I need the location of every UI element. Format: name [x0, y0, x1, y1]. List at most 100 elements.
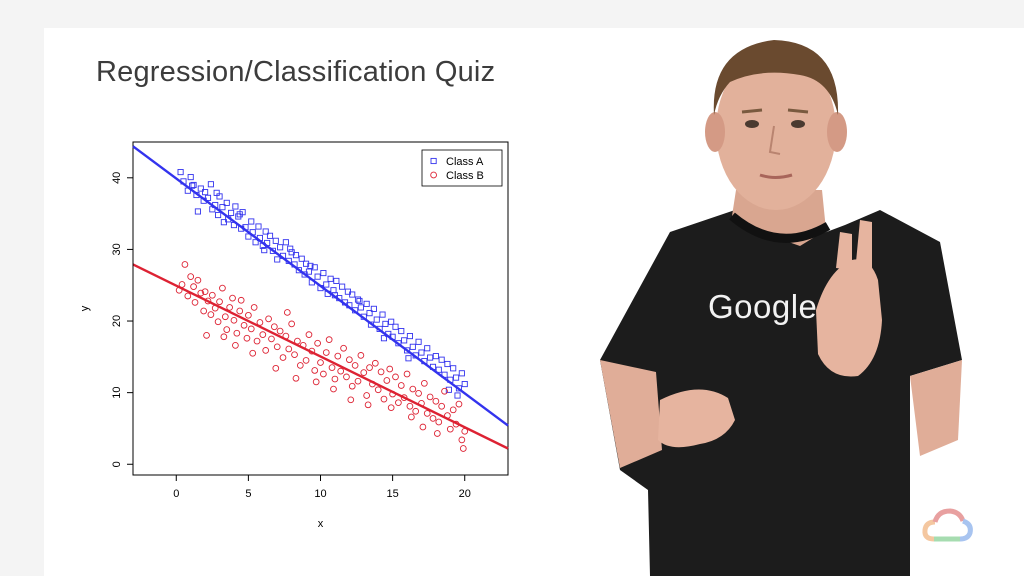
- google-cloud-logo-icon: [920, 505, 974, 549]
- data-point: [248, 326, 254, 332]
- data-point: [318, 360, 324, 366]
- data-point: [406, 356, 411, 361]
- x-axis-label: x: [318, 518, 324, 530]
- data-point: [460, 446, 466, 452]
- data-point: [387, 366, 393, 372]
- regression-line: [133, 264, 508, 448]
- shirt-google-text: Google: [708, 288, 817, 326]
- data-point: [278, 245, 283, 250]
- data-point: [428, 355, 433, 360]
- data-point: [380, 312, 385, 317]
- data-point: [453, 375, 458, 380]
- data-point: [381, 396, 387, 402]
- data-point: [297, 363, 303, 369]
- data-point: [289, 321, 295, 327]
- plot-frame: [133, 142, 508, 475]
- data-point: [329, 365, 335, 371]
- data-point: [348, 397, 354, 403]
- x-tick-label: 0: [173, 488, 179, 500]
- y-tick-label: 10: [111, 387, 123, 399]
- data-point: [404, 371, 410, 377]
- data-point: [230, 295, 236, 301]
- data-point: [283, 240, 288, 245]
- data-point: [352, 363, 358, 369]
- data-point: [374, 317, 379, 322]
- data-point: [251, 305, 257, 311]
- data-point: [256, 224, 261, 229]
- data-point: [338, 368, 344, 374]
- data-point: [326, 337, 332, 343]
- data-point: [179, 282, 185, 288]
- data-point: [303, 358, 309, 364]
- chart-legend: Class A Class B: [422, 150, 502, 186]
- data-point: [341, 345, 347, 351]
- data-point: [271, 324, 277, 330]
- data-point: [459, 371, 464, 376]
- legend-label: Class B: [446, 170, 484, 182]
- data-point: [416, 339, 421, 344]
- data-point: [344, 374, 350, 380]
- data-point: [266, 316, 272, 322]
- data-point: [208, 182, 213, 187]
- data-point: [410, 344, 415, 349]
- y-tick-label: 40: [111, 172, 123, 184]
- data-point: [204, 332, 210, 338]
- data-point: [288, 246, 293, 251]
- data-point: [195, 209, 200, 214]
- data-point: [293, 375, 299, 381]
- data-point: [346, 357, 352, 363]
- data-point: [340, 284, 345, 289]
- data-point: [234, 330, 240, 336]
- data-point: [424, 411, 430, 417]
- data-point: [402, 338, 407, 343]
- data-point: [244, 335, 250, 341]
- data-point: [372, 360, 378, 366]
- data-point: [249, 219, 254, 224]
- data-point: [237, 308, 243, 314]
- legend-label: Class A: [446, 156, 484, 168]
- regression-lines: [133, 146, 508, 448]
- data-point: [425, 346, 430, 351]
- data-point: [284, 310, 290, 316]
- data-point: [263, 347, 269, 353]
- y-tick-label: 0: [111, 461, 123, 467]
- x-tick-label: 20: [459, 488, 471, 500]
- data-point: [241, 322, 247, 328]
- data-point: [393, 324, 398, 329]
- data-point: [221, 334, 227, 340]
- data-point: [306, 332, 312, 338]
- data-point: [321, 270, 326, 275]
- data-point: [413, 408, 419, 414]
- data-point: [358, 353, 364, 359]
- data-point: [419, 350, 424, 355]
- data-point: [292, 352, 298, 358]
- data-point: [178, 169, 183, 174]
- data-point: [436, 419, 442, 425]
- data-point: [407, 333, 412, 338]
- data-point: [277, 328, 283, 334]
- data-point: [367, 365, 373, 371]
- data-point: [280, 355, 286, 361]
- data-point: [323, 350, 329, 356]
- data-point: [231, 317, 237, 323]
- data-point: [273, 238, 278, 243]
- data-point: [313, 379, 319, 385]
- data-point: [433, 354, 438, 359]
- data-point: [320, 371, 326, 377]
- y-axis-label: y: [79, 305, 91, 311]
- data-point: [228, 210, 233, 215]
- data-point: [283, 333, 289, 339]
- data-point: [269, 336, 275, 342]
- data-point: [257, 320, 263, 326]
- x-tick-label: 10: [314, 488, 326, 500]
- data-point: [430, 416, 436, 422]
- data-point: [455, 393, 460, 398]
- data-point: [378, 369, 384, 375]
- data-point: [192, 300, 198, 306]
- data-point: [209, 292, 215, 298]
- data-point: [250, 350, 256, 356]
- data-point: [215, 319, 221, 325]
- data-point: [389, 319, 394, 324]
- data-point: [238, 297, 244, 303]
- data-point: [420, 424, 426, 430]
